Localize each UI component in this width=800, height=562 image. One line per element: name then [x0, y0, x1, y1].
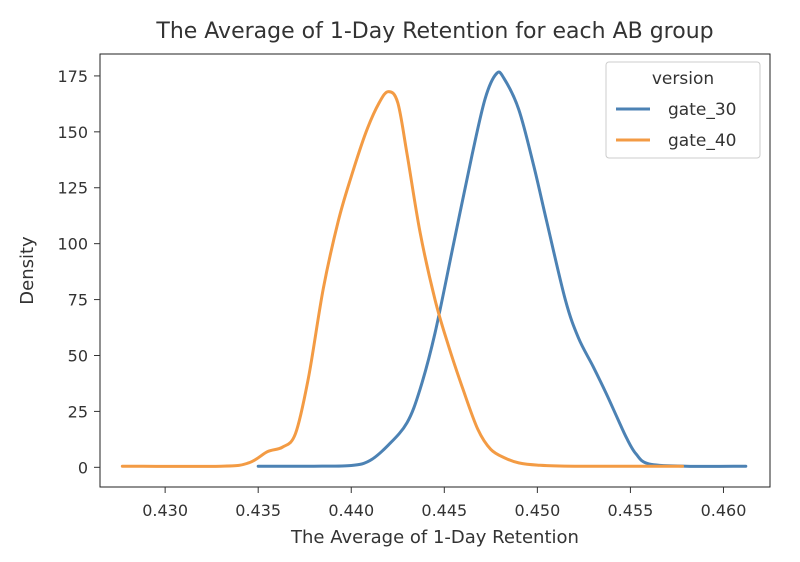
plot-area-frame [99, 53, 771, 488]
series-line-gate-30 [256, 70, 748, 468]
x-axis: 0.430 0.435 0.440 0.445 0.450 0.455 0.460 [142, 487, 746, 520]
y-axis: 0 25 50 75 100 125 150 175 [57, 67, 100, 477]
x-tick-label: 0.430 [142, 501, 188, 520]
series-line-gate-40 [120, 90, 685, 468]
y-axis-label: Density [17, 236, 38, 305]
x-tick-label: 0.435 [235, 501, 281, 520]
x-tick-label: 0.445 [421, 501, 467, 520]
legend-title: version [652, 69, 714, 89]
chart-title: The Average of 1-Day Retention for each … [155, 19, 713, 44]
y-tick-label: 75 [68, 291, 88, 310]
x-axis-label: The Average of 1-Day Retention [290, 527, 579, 548]
x-tick-label: 0.440 [328, 501, 374, 520]
y-tick-label: 50 [68, 346, 88, 365]
legend-label-gate-40: gate_40 [668, 131, 736, 151]
y-tick-label: 0 [78, 458, 88, 477]
y-tick-label: 125 [57, 179, 88, 198]
x-tick-label: 0.450 [514, 501, 560, 520]
legend-label-gate-30: gate_30 [668, 100, 736, 120]
x-tick-label: 0.460 [701, 501, 747, 520]
y-tick-label: 175 [57, 67, 88, 86]
y-tick-label: 100 [57, 235, 88, 254]
y-tick-label: 150 [57, 123, 88, 142]
legend-entries: gate_30 gate_40 [616, 100, 736, 151]
x-tick-label: 0.455 [608, 501, 654, 520]
legend: version gate_30 gate_40 [605, 61, 761, 159]
y-tick-label: 25 [68, 402, 88, 421]
legend-box [605, 61, 761, 159]
series-layer [120, 70, 748, 468]
